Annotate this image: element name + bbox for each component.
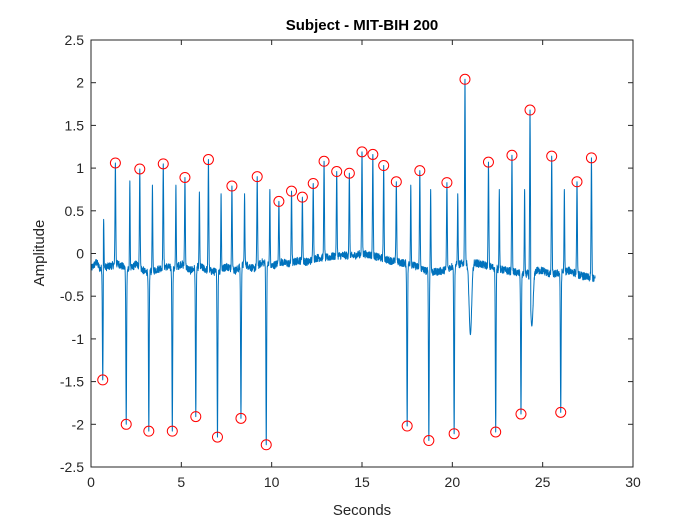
trough-marker	[120, 418, 132, 430]
peak-marker	[459, 73, 471, 85]
y-tick-label: 1	[76, 160, 84, 176]
x-axis-label: Seconds	[333, 502, 391, 519]
peak-marker	[109, 157, 121, 169]
peak-marker	[441, 177, 453, 189]
chart-title: Subject - MIT-BIH 200	[286, 17, 439, 34]
y-tick-label: 0	[76, 246, 84, 262]
y-tick-label: 0.5	[65, 203, 85, 219]
trough-marker	[235, 412, 247, 424]
trough-marker	[423, 435, 435, 447]
peak-marker	[307, 177, 319, 189]
trough-marker	[97, 374, 109, 386]
y-tick-label: 1.5	[65, 117, 85, 133]
peak-marker	[546, 150, 558, 162]
peak-marker	[331, 166, 343, 178]
peak-marker	[134, 163, 146, 175]
trough-marker	[143, 425, 155, 437]
peak-marker	[318, 155, 330, 167]
peak-marker	[367, 148, 379, 160]
peak-marker	[585, 152, 597, 164]
trough-marker	[211, 431, 223, 443]
y-tick-label: -2	[72, 416, 85, 432]
x-tick-label: 30	[625, 474, 641, 490]
trough-marker	[490, 426, 502, 438]
peak-marker	[296, 191, 308, 203]
trough-marker	[401, 420, 413, 432]
y-tick-label: -2.5	[60, 459, 84, 475]
trough-marker	[555, 406, 567, 418]
peak-marker	[390, 176, 402, 188]
trough-marker	[166, 425, 178, 437]
peak-marker	[378, 160, 390, 172]
trough-marker	[260, 439, 272, 451]
y-tick-label: -0.5	[60, 288, 84, 304]
x-tick-label: 0	[87, 474, 95, 490]
y-tick-label: 2.5	[65, 32, 85, 48]
trough-marker	[190, 411, 202, 423]
y-axis-label: Amplitude	[31, 220, 48, 287]
peak-marker	[356, 146, 368, 158]
plot-area	[91, 40, 633, 467]
x-tick-label: 5	[177, 474, 185, 490]
peak-marker	[524, 104, 536, 116]
x-tick-label: 20	[445, 474, 461, 490]
peak-marker	[482, 156, 494, 168]
marker-layer	[97, 73, 597, 451]
y-axis-ticks: -2.5 -2 -1.5 -1 -0.5 0 0.5 1 1.5 2 2.5	[60, 32, 633, 475]
peak-marker	[506, 149, 518, 161]
y-tick-label: 2	[76, 75, 84, 91]
peak-marker	[202, 154, 214, 166]
y-tick-label: -1.5	[60, 374, 84, 390]
x-axis-ticks: 0 5 10 15 20 25 30	[87, 40, 641, 490]
peak-marker	[226, 180, 238, 192]
peak-marker	[414, 165, 426, 177]
x-tick-label: 10	[264, 474, 280, 490]
y-tick-label: -1	[72, 331, 85, 347]
peak-marker	[571, 176, 583, 188]
peak-marker	[343, 167, 355, 179]
x-tick-label: 25	[535, 474, 551, 490]
ecg-signal-line	[90, 78, 596, 446]
trough-marker	[448, 428, 460, 440]
peak-marker	[286, 185, 298, 197]
peak-marker	[251, 171, 263, 183]
peak-marker	[157, 158, 169, 170]
peak-marker	[273, 195, 285, 207]
signal-layer	[90, 78, 596, 446]
peak-marker	[179, 171, 191, 183]
x-tick-label: 15	[354, 474, 370, 490]
trough-marker	[515, 408, 527, 420]
